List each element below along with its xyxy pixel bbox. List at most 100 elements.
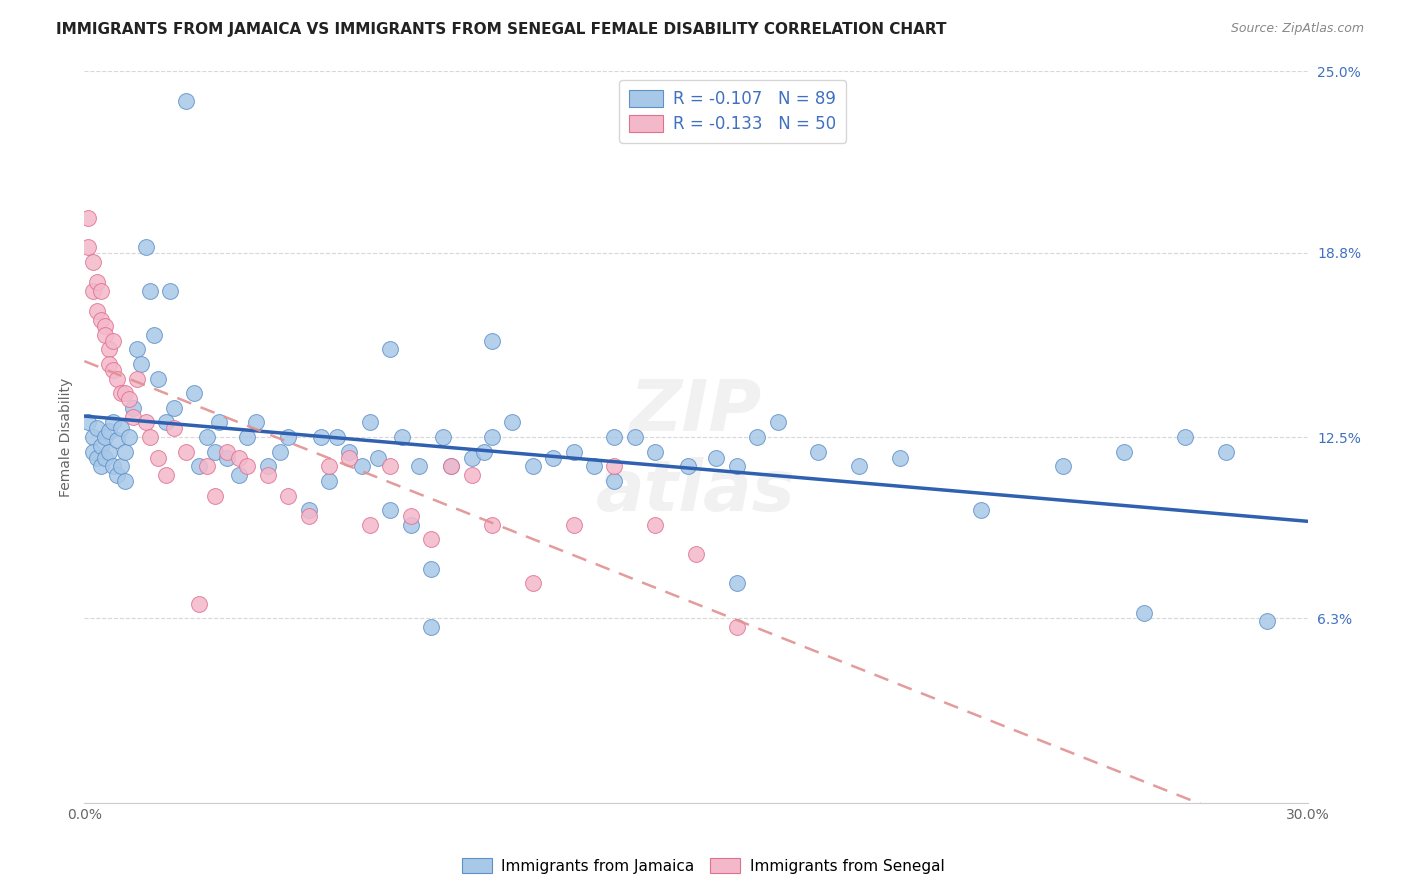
Point [706, 450, 728, 465]
Point [1174, 430, 1197, 444]
Point [339, 450, 361, 465]
Point [725, 620, 748, 634]
Point [481, 430, 503, 444]
Point [420, 620, 443, 634]
Point [105, 371, 128, 385]
Point [408, 459, 430, 474]
Point [432, 430, 454, 444]
Point [97, 424, 120, 438]
Point [86, 450, 108, 465]
Point [298, 509, 321, 524]
Point [90, 439, 112, 453]
Point [82, 254, 104, 268]
Point [110, 421, 132, 435]
Point [228, 450, 250, 465]
Point [257, 459, 280, 474]
Text: Source: ZipAtlas.com: Source: ZipAtlas.com [1230, 22, 1364, 36]
Point [163, 401, 186, 415]
Point [481, 334, 503, 348]
Point [747, 430, 769, 444]
Point [114, 444, 136, 458]
Point [543, 450, 565, 465]
Point [350, 459, 373, 474]
Point [472, 444, 495, 458]
Point [122, 409, 145, 424]
Point [77, 240, 100, 254]
Point [1133, 606, 1156, 620]
Point [766, 416, 789, 430]
Point [889, 450, 911, 465]
Point [86, 275, 108, 289]
Point [82, 284, 104, 298]
Point [135, 240, 157, 254]
Point [118, 430, 141, 444]
Y-axis label: Female Disability: Female Disability [59, 377, 73, 497]
Point [142, 327, 165, 342]
Point [155, 416, 177, 430]
Point [118, 392, 141, 406]
Point [326, 430, 349, 444]
Point [174, 444, 197, 458]
Point [277, 430, 299, 444]
Point [1114, 444, 1136, 458]
Point [1256, 615, 1278, 629]
Point [90, 284, 112, 298]
Point [93, 327, 115, 342]
Legend: Immigrants from Jamaica, Immigrants from Senegal: Immigrants from Jamaica, Immigrants from… [456, 852, 950, 880]
Point [217, 450, 239, 465]
Point [77, 211, 100, 225]
Point [127, 343, 149, 357]
Point [228, 468, 250, 483]
Point [481, 517, 503, 532]
Point [101, 334, 124, 348]
Point [367, 450, 389, 465]
Point [114, 474, 136, 488]
Point [135, 416, 157, 430]
Point [624, 430, 647, 444]
Point [86, 304, 108, 318]
Point [522, 576, 544, 591]
Point [298, 503, 321, 517]
Point [380, 343, 402, 357]
Point [970, 503, 993, 517]
Point [380, 459, 402, 474]
Point [174, 94, 197, 108]
Point [380, 503, 402, 517]
Point [1052, 459, 1074, 474]
Point [420, 562, 443, 576]
Point [138, 430, 160, 444]
Point [685, 547, 707, 561]
Legend: R = -0.107   N = 89, R = -0.133   N = 50: R = -0.107 N = 89, R = -0.133 N = 50 [620, 79, 846, 143]
Point [97, 444, 120, 458]
Point [204, 489, 226, 503]
Point [195, 459, 218, 474]
Point [399, 517, 422, 532]
Point [122, 401, 145, 415]
Text: ZIP
atlas: ZIP atlas [596, 377, 796, 526]
Point [318, 459, 340, 474]
Point [318, 474, 340, 488]
Point [97, 343, 120, 357]
Point [644, 444, 666, 458]
Point [146, 450, 169, 465]
Point [522, 459, 544, 474]
Point [603, 430, 626, 444]
Point [131, 357, 153, 371]
Point [110, 459, 132, 474]
Point [159, 284, 181, 298]
Point [848, 459, 870, 474]
Point [309, 430, 332, 444]
Point [101, 416, 124, 430]
Point [420, 533, 443, 547]
Point [86, 421, 108, 435]
Point [461, 450, 484, 465]
Point [676, 459, 699, 474]
Point [440, 459, 463, 474]
Point [339, 444, 361, 458]
Point [138, 284, 160, 298]
Point [101, 363, 124, 377]
Point [217, 444, 239, 458]
Point [359, 517, 381, 532]
Point [82, 444, 104, 458]
Point [277, 489, 299, 503]
